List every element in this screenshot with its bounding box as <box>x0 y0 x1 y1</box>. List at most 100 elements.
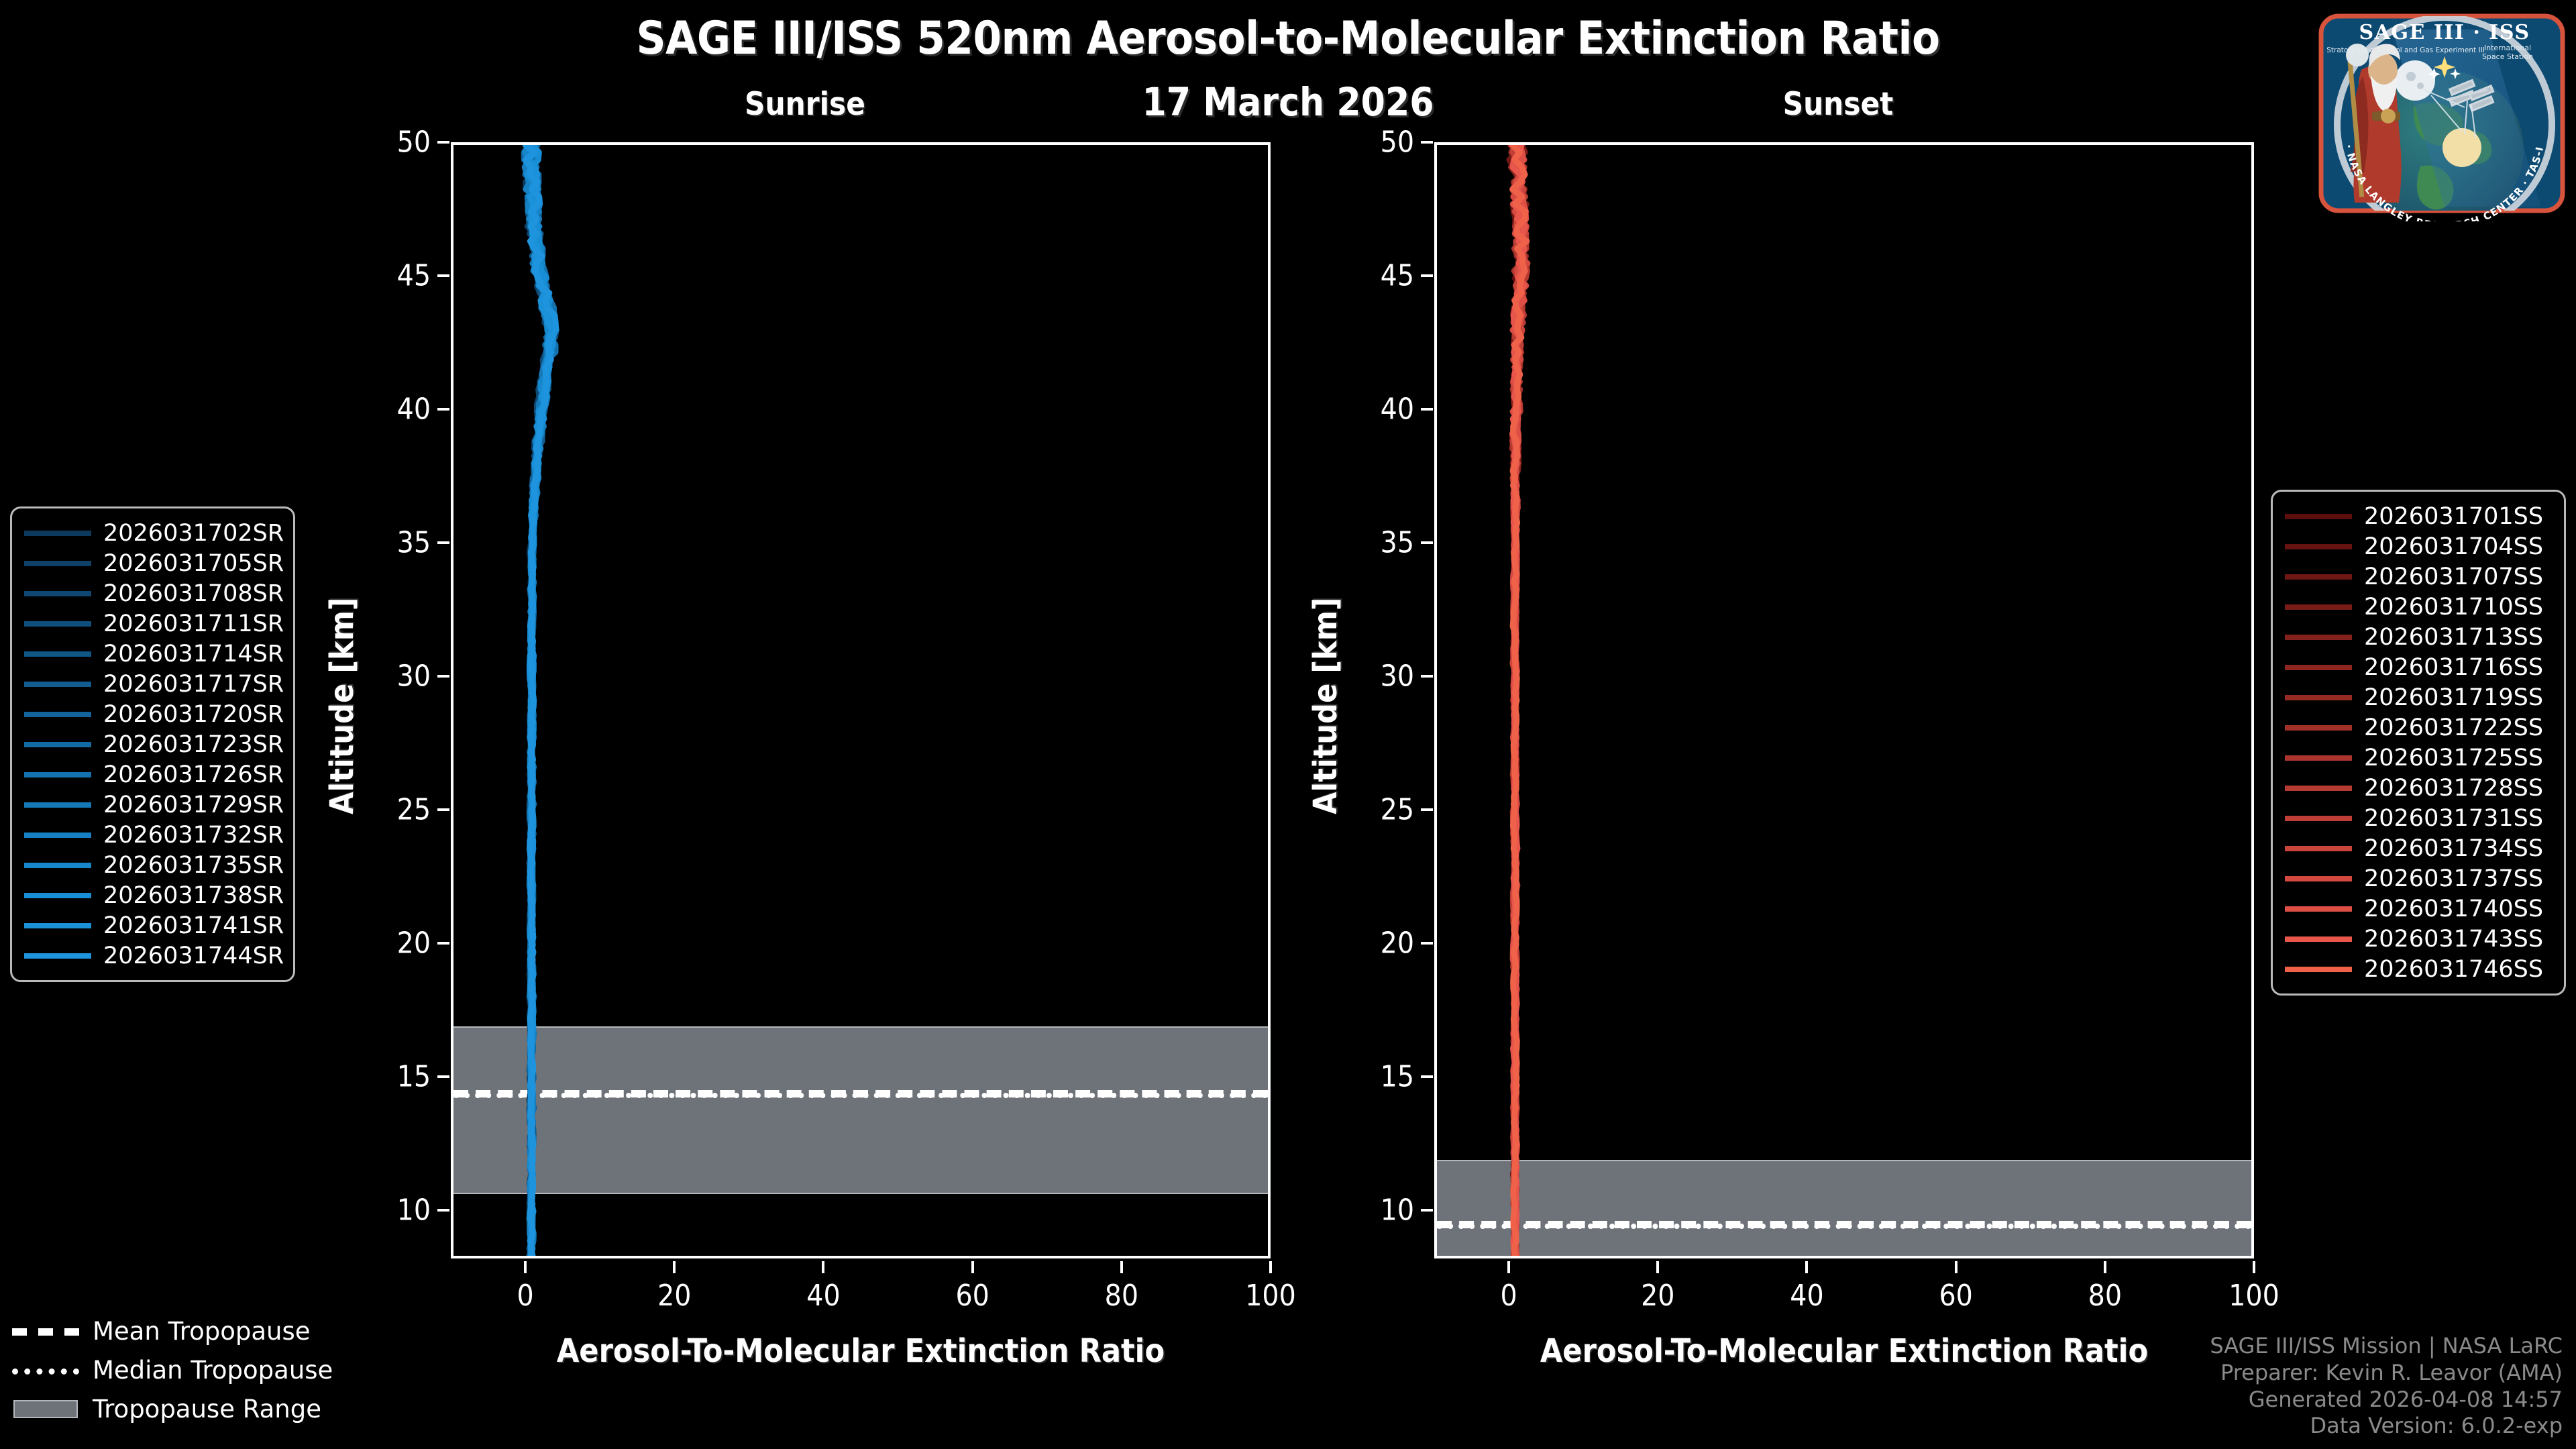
legend-label-median-tropopause: Median Tropopause <box>93 1355 333 1385</box>
sunrise-panel-title: Sunrise <box>745 86 865 123</box>
y-tick-mark <box>437 1209 449 1212</box>
legend-item[interactable]: 2026031708SR <box>24 578 284 608</box>
legend-color-swatch <box>24 922 91 928</box>
legend-item[interactable]: 2026031738SR <box>24 880 284 910</box>
y-tick-mark <box>1421 808 1433 812</box>
legend-item[interactable]: 2026031707SS <box>2285 561 2552 592</box>
legend-item[interactable]: 2026031720SR <box>24 699 284 729</box>
legend-item[interactable]: 2026031716SS <box>2285 652 2552 682</box>
legend-item[interactable]: 2026031735SR <box>24 850 284 880</box>
y-tick-mark <box>1421 942 1433 945</box>
legend-item[interactable]: 2026031711SR <box>24 608 284 639</box>
y-tick-mark <box>437 141 449 144</box>
legend-item[interactable]: 2026031737SS <box>2285 863 2552 894</box>
legend-item[interactable]: 2026031717SR <box>24 669 284 699</box>
x-tick-label: 40 <box>1790 1279 1824 1313</box>
legend-item[interactable]: 2026031702SR <box>24 518 284 548</box>
legend-item[interactable]: 2026031704SS <box>2285 531 2552 561</box>
legend-color-swatch <box>2285 574 2352 580</box>
legend-color-swatch <box>24 802 91 808</box>
legend-color-swatch <box>2285 815 2352 821</box>
legend-label: 2026031722SS <box>2364 714 2544 741</box>
legend-item-tropopause-range[interactable]: Tropopause Range <box>12 1389 361 1428</box>
sunset-legend[interactable]: 2026031701SS 2026031704SS 2026031707SS 2026… <box>2271 490 2566 996</box>
legend-item[interactable]: 2026031740SS <box>2285 894 2552 924</box>
legend-item-median-tropopause[interactable]: Median Tropopause <box>12 1350 361 1389</box>
legend-item[interactable]: 2026031744SR <box>24 941 284 971</box>
sunset-y-axis-label: Altitude [km] <box>1307 597 1344 814</box>
sage-iii-iss-mission-patch-icon: SAGE III · ISS Stratospheric Aerosol and… <box>2308 0 2571 232</box>
legend-label: 2026031716SS <box>2364 653 2544 681</box>
x-tick-mark <box>524 1261 527 1273</box>
x-tick-mark <box>2103 1261 2106 1273</box>
legend-label: 2026031728SS <box>2364 774 2544 802</box>
svg-text:SAGE III · ISS: SAGE III · ISS <box>2359 21 2530 44</box>
svg-text:Stratospheric Aerosol and Gas: Stratospheric Aerosol and Gas Experiment… <box>2326 46 2485 54</box>
legend-label: 2026031744SR <box>103 942 284 969</box>
x-tick-mark <box>673 1261 676 1273</box>
x-tick-label: 20 <box>657 1279 692 1313</box>
sunrise-legend[interactable]: 2026031702SR 2026031705SR 2026031708SR 2026… <box>10 506 295 982</box>
legend-item[interactable]: 2026031714SR <box>24 639 284 669</box>
svg-text:International: International <box>2484 44 2531 52</box>
legend-color-swatch <box>2285 543 2352 549</box>
legend-item[interactable]: 2026031710SS <box>2285 592 2552 622</box>
x-tick-mark <box>1656 1261 1660 1273</box>
y-tick-mark <box>1421 541 1433 545</box>
legend-item[interactable]: 2026031705SR <box>24 548 284 578</box>
legend-label: 2026031743SS <box>2364 925 2544 953</box>
legend-item[interactable]: 2026031732SR <box>24 820 284 850</box>
legend-label: 2026031702SR <box>103 519 284 547</box>
legend-color-swatch <box>2285 724 2352 731</box>
legend-item[interactable]: 2026031725SS <box>2285 743 2552 773</box>
x-tick-mark <box>1120 1261 1123 1273</box>
y-tick-mark <box>437 1075 449 1079</box>
sunset-tropopause-range <box>1437 1159 2251 1256</box>
y-tick-label: 10 <box>396 1193 431 1228</box>
y-tick-label: 25 <box>1380 792 1414 827</box>
dotted-line-icon <box>12 1360 79 1380</box>
legend-color-swatch <box>24 862 91 868</box>
legend-label: 2026031746SS <box>2364 955 2544 983</box>
x-tick-label: 0 <box>517 1279 534 1313</box>
y-tick-label: 50 <box>1380 125 1414 160</box>
y-tick-label: 45 <box>1380 258 1414 293</box>
legend-color-swatch <box>2285 906 2352 912</box>
legend-item[interactable]: 2026031743SS <box>2285 924 2552 954</box>
legend-item[interactable]: 2026031729SR <box>24 790 284 820</box>
y-tick-mark <box>437 541 449 545</box>
legend-item[interactable]: 2026031713SS <box>2285 622 2552 652</box>
x-tick-mark <box>1954 1261 1957 1273</box>
legend-item[interactable]: 2026031728SS <box>2285 773 2552 803</box>
x-tick-label: 80 <box>2088 1279 2122 1313</box>
trace-2026031746SS <box>1509 145 1530 1256</box>
x-tick-label: 60 <box>955 1279 989 1313</box>
attribution-generated: Generated 2026-04-08 14:57 <box>2248 1386 2563 1412</box>
legend-label: 2026031717SR <box>103 670 284 698</box>
y-tick-label: 20 <box>396 926 431 961</box>
legend-item[interactable]: 2026031723SR <box>24 729 284 759</box>
legend-color-swatch <box>24 560 91 566</box>
legend-item[interactable]: 2026031701SS <box>2285 501 2552 531</box>
legend-item[interactable]: 2026031731SS <box>2285 803 2552 833</box>
y-tick-label: 25 <box>396 792 431 827</box>
legend-item[interactable]: 2026031726SR <box>24 759 284 790</box>
x-tick-mark <box>1507 1261 1511 1273</box>
sunset-axes <box>1434 142 2254 1258</box>
y-tick-label: 35 <box>1380 525 1414 560</box>
sunset-median-tropopause-line <box>1437 1224 2251 1230</box>
legend-color-swatch <box>24 530 91 536</box>
legend-item[interactable]: 2026031746SS <box>2285 954 2552 984</box>
legend-item[interactable]: 2026031734SS <box>2285 833 2552 863</box>
legend-item-mean-tropopause[interactable]: Mean Tropopause <box>12 1311 361 1350</box>
legend-color-swatch <box>2285 966 2352 972</box>
legend-item[interactable]: 2026031719SS <box>2285 682 2552 712</box>
legend-label: 2026031704SS <box>2364 533 2544 560</box>
legend-label-tropopause-range: Tropopause Range <box>93 1394 322 1424</box>
y-tick-mark <box>437 274 449 278</box>
legend-color-swatch <box>24 621 91 627</box>
legend-label: 2026031740SS <box>2364 895 2544 922</box>
y-tick-mark <box>1421 675 1433 678</box>
legend-item[interactable]: 2026031722SS <box>2285 712 2552 743</box>
legend-item[interactable]: 2026031741SR <box>24 910 284 941</box>
